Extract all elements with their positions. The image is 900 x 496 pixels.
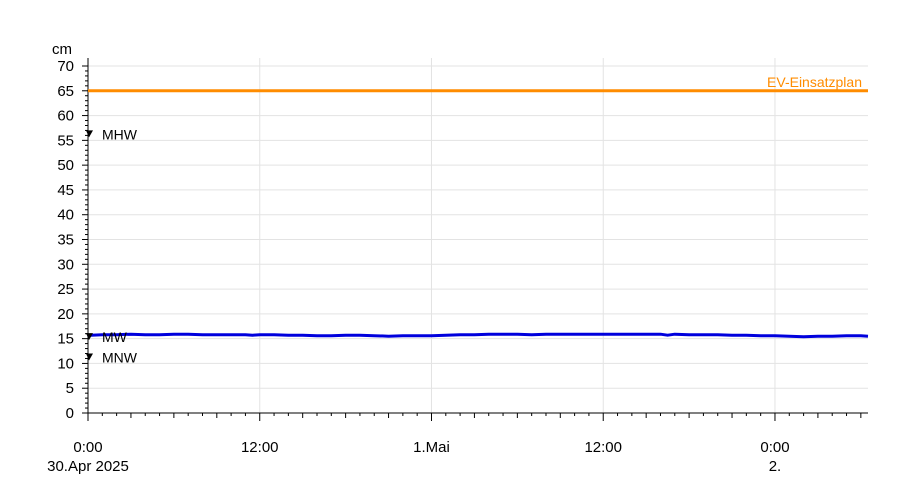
reference-marker-label: MNW: [102, 349, 138, 365]
y-tick-label: 30: [57, 256, 74, 273]
y-tick-label: 65: [57, 83, 74, 100]
x-tick-label: 0:00: [73, 439, 102, 456]
x-tick-sublabel: 30.Apr 2025: [47, 458, 129, 475]
reference-marker-icon: [86, 333, 93, 341]
x-tick-label: 12:00: [241, 439, 279, 456]
reference-markers: [86, 130, 93, 361]
y-tick-label: 60: [57, 108, 74, 125]
y-tick-label: 50: [57, 157, 74, 174]
y-tick-label: 0: [66, 405, 74, 422]
grid: [87, 58, 868, 414]
reference-line-label: EV-Einsatzplan: [767, 74, 862, 90]
y-tick-label: 25: [57, 281, 74, 298]
reference-marker-icon: [86, 353, 93, 361]
x-tick-label: 1.Mai: [413, 439, 450, 456]
x-tick-sublabel: 2.: [769, 458, 782, 475]
y-axis-unit: cm: [52, 41, 72, 58]
y-tick-label: 40: [57, 207, 74, 224]
x-tick-label: 0:00: [760, 439, 789, 456]
y-tick-label: 35: [57, 232, 74, 249]
y-tick-label: 20: [57, 306, 74, 323]
y-tick-label: 70: [57, 58, 74, 75]
reference-marker-icon: [86, 130, 93, 138]
y-tick-label: 5: [66, 380, 74, 397]
x-tick-label: 12:00: [584, 439, 622, 456]
axes: [82, 58, 868, 421]
y-tick-label: 55: [57, 132, 74, 149]
y-tick-label: 45: [57, 182, 74, 199]
reference-marker-label: MW: [102, 329, 128, 345]
y-tick-label: 15: [57, 331, 74, 348]
series-layer: [87, 332, 869, 339]
reference-marker-label: MHW: [102, 126, 138, 142]
series-line: [87, 332, 869, 339]
y-tick-label: 10: [57, 355, 74, 372]
